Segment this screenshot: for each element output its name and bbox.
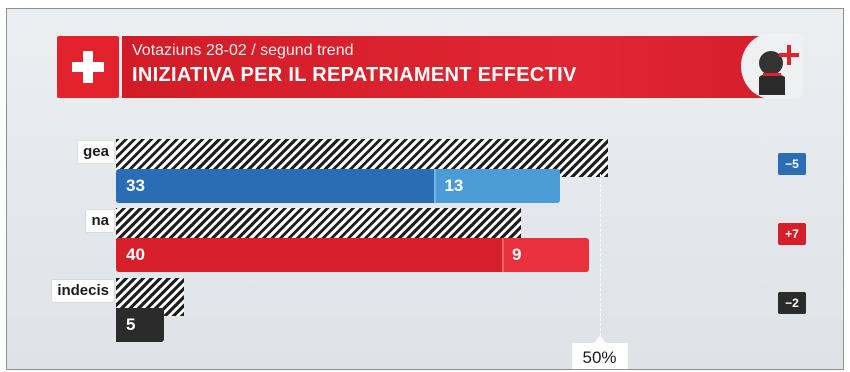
change-badge: −2 (778, 292, 806, 314)
swiss-flag-icon (57, 36, 119, 98)
category-label: na (86, 210, 114, 232)
category-label: indecis (52, 280, 114, 302)
category-label: gea (78, 141, 114, 163)
bar-segment: 13 (434, 169, 560, 203)
reference-label: 50% (571, 343, 628, 369)
bar-segment: 33 (116, 169, 435, 203)
chart-subtitle: Votaziuns 28-02 / segund trend (132, 42, 354, 59)
bar-segment: 9 (502, 238, 589, 272)
title-banner (122, 36, 785, 98)
chart-title: INIZIATIVA PER IL REPATRIAMENT EFFECTIV (132, 64, 577, 86)
bar-chart: gea 33 13 −5 na 40 9 +7 indecis 5 −2 50% (7, 9, 843, 369)
graphic-frame: Votaziuns 28-02 / segund trend INIZIATIV… (6, 8, 844, 370)
bar-segment: 5 (116, 308, 165, 342)
reference-line (599, 169, 601, 341)
reference-marker (593, 336, 606, 343)
broadcaster-logo (741, 33, 803, 99)
bar-segment: 40 (116, 238, 502, 272)
change-badge: +7 (778, 223, 806, 245)
change-badge: −5 (778, 153, 806, 175)
